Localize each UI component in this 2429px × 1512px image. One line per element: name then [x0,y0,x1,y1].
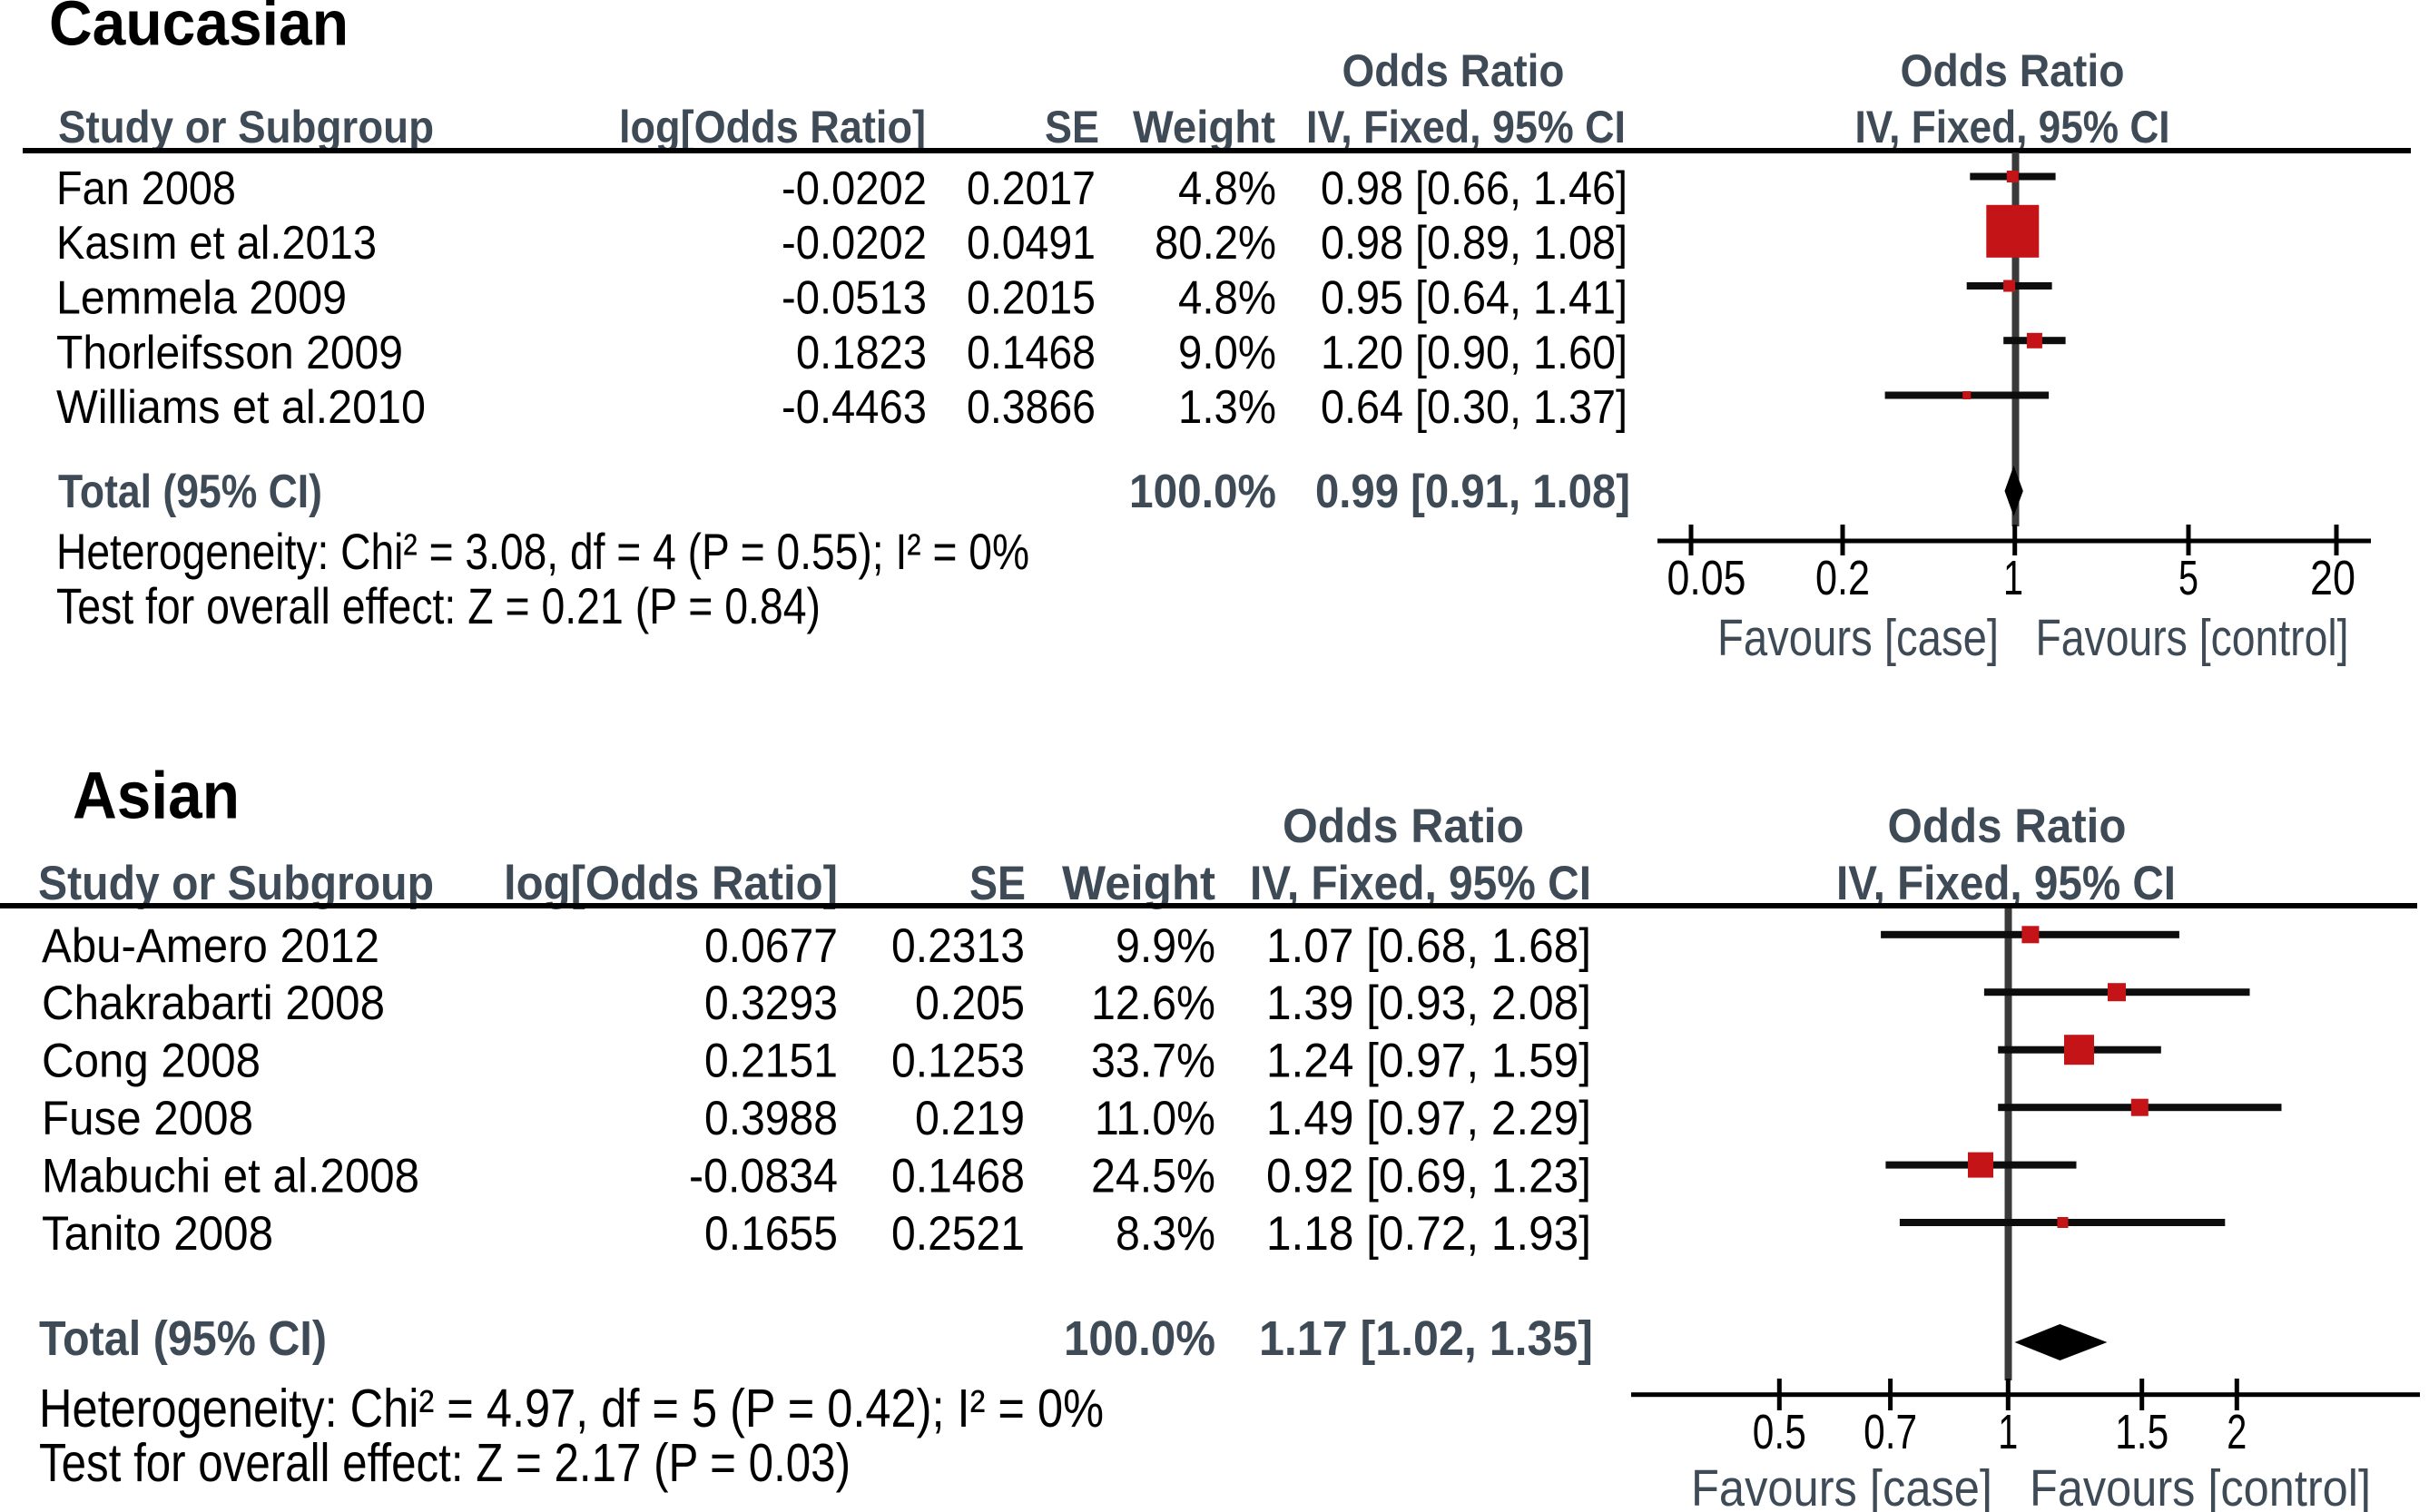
svg-text:Odds Ratio: Odds Ratio [1283,800,1524,853]
svg-text:0.92 [0.69, 1.23]: 0.92 [0.69, 1.23] [1266,1150,1591,1203]
svg-text:0.205: 0.205 [915,977,1025,1030]
svg-text:1.07 [0.68, 1.68]: 1.07 [0.68, 1.68] [1266,919,1591,973]
svg-text:IV, Fixed, 95% CI: IV, Fixed, 95% CI [1855,102,2170,152]
svg-text:33.7%: 33.7% [1091,1035,1215,1088]
svg-text:5: 5 [2178,551,2198,605]
svg-text:0.98 [0.66, 1.46]: 0.98 [0.66, 1.46] [1321,162,1628,215]
svg-text:8.3%: 8.3% [1116,1207,1215,1261]
svg-text:1.20 [0.90, 1.60]: 1.20 [0.90, 1.60] [1321,327,1628,379]
svg-text:80.2%: 80.2% [1155,217,1276,270]
svg-text:1.3%: 1.3% [1178,381,1276,434]
svg-text:Abu-Amero 2012: Abu-Amero 2012 [42,919,379,973]
svg-text:Thorleifsson 2009: Thorleifsson 2009 [56,327,403,379]
svg-text:0.05: 0.05 [1667,551,1746,605]
svg-text:Weight: Weight [1062,857,1215,910]
svg-text:0.99 [0.91, 1.08]: 0.99 [0.91, 1.08] [1315,466,1630,518]
svg-text:4.8%: 4.8% [1178,162,1276,215]
svg-text:0.1468: 0.1468 [891,1150,1025,1203]
svg-text:Caucasian: Caucasian [49,0,349,59]
svg-text:1.17 [1.02, 1.35]: 1.17 [1.02, 1.35] [1259,1311,1593,1366]
svg-text:0.219: 0.219 [915,1092,1025,1145]
svg-text:Kasım et al.2013: Kasım et al.2013 [56,217,377,270]
svg-text:0.2: 0.2 [1815,551,1870,605]
svg-text:9.0%: 9.0% [1178,327,1276,379]
svg-text:0.0491: 0.0491 [967,217,1096,270]
svg-text:Heterogeneity: Chi² = 4.97, df: Heterogeneity: Chi² = 4.97, df = 5 (P = … [39,1379,1104,1438]
svg-text:0.3293: 0.3293 [704,977,838,1030]
svg-text:SE: SE [1045,102,1099,152]
svg-text:0.98 [0.89, 1.08]: 0.98 [0.89, 1.08] [1321,217,1628,270]
svg-text:100.0%: 100.0% [1129,466,1276,518]
svg-text:1: 1 [2003,551,2023,605]
svg-text:0.3988: 0.3988 [704,1092,838,1145]
svg-text:IV, Fixed, 95% CI: IV, Fixed, 95% CI [1250,857,1591,910]
svg-text:Favours [case]: Favours [case] [1691,1459,1992,1512]
svg-text:0.0677: 0.0677 [704,919,838,973]
svg-text:IV, Fixed, 95% CI: IV, Fixed, 95% CI [1836,857,2176,910]
svg-text:SE: SE [969,857,1026,910]
svg-text:Favours [case]: Favours [case] [1717,609,1999,667]
svg-text:0.64 [0.30, 1.37]: 0.64 [0.30, 1.37] [1321,381,1628,434]
svg-text:Total (95% CI): Total (95% CI) [58,466,322,518]
svg-text:100.0%: 100.0% [1064,1311,1215,1366]
svg-text:Heterogeneity: Chi² = 3.08, df: Heterogeneity: Chi² = 3.08, df = 4 (P = … [56,523,1029,580]
svg-text:1.49 [0.97, 2.29]: 1.49 [0.97, 2.29] [1266,1092,1591,1145]
svg-text:4.8%: 4.8% [1178,272,1276,325]
svg-text:0.2151: 0.2151 [704,1035,838,1088]
svg-text:24.5%: 24.5% [1091,1150,1215,1203]
svg-text:0.2015: 0.2015 [967,272,1096,325]
svg-text:Weight: Weight [1133,102,1275,152]
svg-text:Test for overall effect: Z = 0: Test for overall effect: Z = 0.21 (P = 0… [56,577,821,634]
svg-text:0.2313: 0.2313 [891,919,1025,973]
svg-text:-0.4463: -0.4463 [782,381,927,434]
svg-text:Odds Ratio: Odds Ratio [1901,45,2125,96]
svg-text:-0.0202: -0.0202 [782,162,927,215]
svg-text:1: 1 [1998,1405,2018,1459]
svg-text:0.1655: 0.1655 [704,1207,838,1261]
svg-text:Cong 2008: Cong 2008 [42,1035,261,1088]
svg-text:Asian: Asian [73,759,240,832]
svg-text:Study or Subgroup: Study or Subgroup [58,102,434,152]
svg-text:Total (95% CI): Total (95% CI) [39,1311,327,1366]
svg-text:Williams et al.2010: Williams et al.2010 [56,381,426,434]
svg-text:1.39 [0.93, 2.08]: 1.39 [0.93, 2.08] [1266,977,1591,1030]
svg-text:Fuse 2008: Fuse 2008 [42,1092,253,1145]
svg-text:Lemmela 2009: Lemmela 2009 [56,272,347,325]
svg-text:Chakrabarti 2008: Chakrabarti 2008 [42,977,385,1030]
svg-text:Favours [control]: Favours [control] [2036,609,2349,667]
svg-text:-0.0513: -0.0513 [782,272,927,325]
svg-text:9.9%: 9.9% [1116,919,1215,973]
svg-text:0.3866: 0.3866 [967,381,1096,434]
svg-text:Fan 2008: Fan 2008 [56,162,236,215]
svg-text:0.1823: 0.1823 [796,327,927,379]
svg-text:0.1468: 0.1468 [967,327,1096,379]
svg-text:Mabuchi et al.2008: Mabuchi et al.2008 [42,1150,419,1203]
svg-text:-0.0202: -0.0202 [782,217,927,270]
svg-text:Favours [control]: Favours [control] [2030,1459,2371,1512]
svg-text:0.7: 0.7 [1864,1405,1917,1459]
svg-text:1.24 [0.97, 1.59]: 1.24 [0.97, 1.59] [1266,1035,1591,1088]
svg-text:Tanito 2008: Tanito 2008 [42,1207,273,1261]
svg-text:log[Odds Ratio]: log[Odds Ratio] [619,102,926,152]
svg-text:Odds Ratio: Odds Ratio [1888,800,2127,853]
svg-text:Study or Subgroup: Study or Subgroup [38,857,434,910]
svg-text:1.18 [0.72, 1.93]: 1.18 [0.72, 1.93] [1266,1207,1591,1261]
svg-text:-0.0834: -0.0834 [689,1150,838,1203]
svg-text:0.2521: 0.2521 [891,1207,1025,1261]
svg-text:0.1253: 0.1253 [891,1035,1025,1088]
svg-text:2: 2 [2227,1405,2247,1459]
svg-text:0.5: 0.5 [1753,1405,1806,1459]
svg-text:0.2017: 0.2017 [967,162,1096,215]
svg-text:log[Odds Ratio]: log[Odds Ratio] [504,857,838,910]
svg-text:20: 20 [2310,551,2355,605]
svg-text:Odds Ratio: Odds Ratio [1342,45,1565,96]
svg-text:IV, Fixed, 95% CI: IV, Fixed, 95% CI [1306,102,1626,152]
svg-text:0.95 [0.64, 1.41]: 0.95 [0.64, 1.41] [1321,272,1628,325]
svg-text:12.6%: 12.6% [1091,977,1215,1030]
svg-text:1.5: 1.5 [2115,1405,2168,1459]
svg-text:11.0%: 11.0% [1095,1092,1215,1145]
svg-text:Test for overall effect: Z = 2: Test for overall effect: Z = 2.17 (P = 0… [39,1433,851,1493]
